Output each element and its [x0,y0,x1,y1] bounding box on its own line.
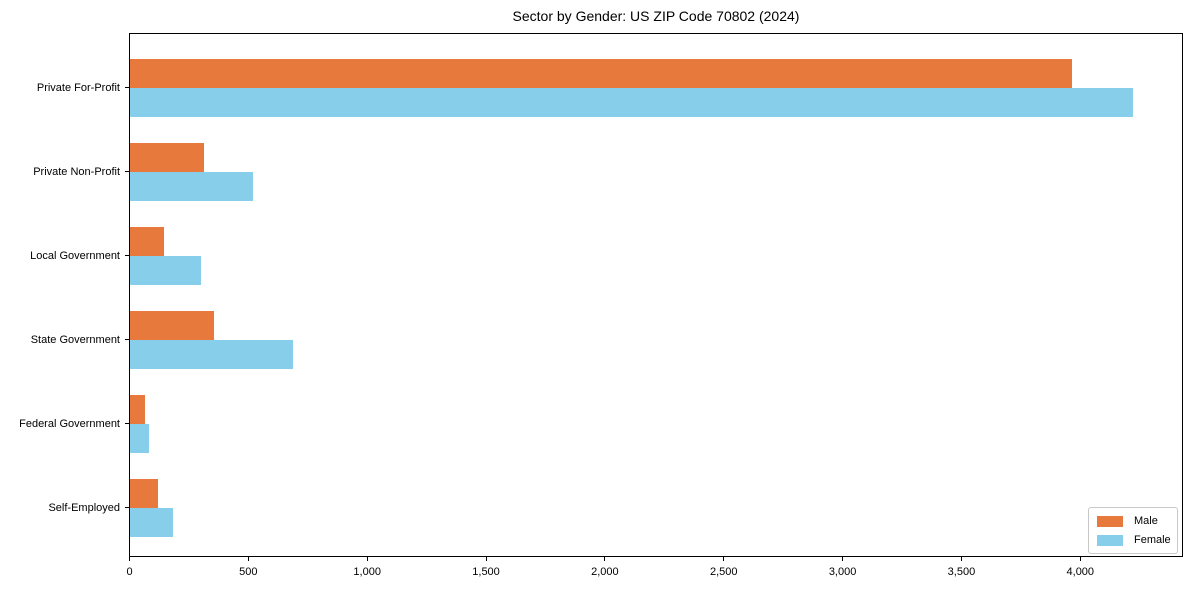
bar-male-0 [130,59,1072,88]
legend-item-female: Female [1097,534,1171,546]
y-tick-label-3: State Government [30,334,120,346]
x-tick-label-1: 500 [239,566,258,578]
x-tick-mark-3 [485,557,487,561]
bar-female-2 [130,256,201,285]
y-tick-label-4: Federal Government [19,418,120,430]
x-tick-label-7: 3,500 [947,566,976,578]
bar-male-3 [130,311,214,340]
x-tick-mark-6 [842,557,844,561]
y-tick-label-1: Private Non-Profit [33,166,120,178]
y-tick-mark-2 [125,255,129,256]
bar-female-4 [130,424,149,453]
bar-female-5 [130,508,173,537]
bar-female-0 [130,88,1133,117]
x-tick-label-6: 3,000 [828,566,857,578]
female-color-swatch [1097,534,1123,546]
y-tick-label-0: Private For-Profit [36,82,120,94]
bar-male-5 [130,479,158,508]
x-tick-mark-8 [1079,557,1081,561]
bar-male-4 [130,395,145,424]
y-tick-mark-0 [125,87,129,88]
x-tick-mark-2 [366,557,368,561]
chart-title: Sector by Gender: US ZIP Code 70802 (202… [512,8,800,24]
x-tick-mark-7 [960,557,962,561]
legend: Male Female [1088,507,1178,554]
x-tick-mark-5 [723,557,725,561]
x-tick-label-4: 2,000 [591,566,619,578]
y-tick-mark-5 [125,507,129,508]
y-tick-label-2: Local Government [30,250,120,262]
legend-item-male: Male [1097,515,1169,527]
x-tick-label-2: 1,000 [353,566,381,578]
bar-female-3 [130,340,293,369]
y-tick-label-5: Self-Employed [48,502,120,514]
y-tick-mark-4 [125,423,129,424]
bar-male-1 [130,143,204,172]
legend-label-male: Male [1134,515,1158,527]
x-tick-mark-0 [129,557,130,561]
bar-female-1 [130,172,253,201]
x-tick-label-5: 2,500 [709,566,738,578]
x-tick-mark-4 [604,557,606,561]
x-tick-label-3: 1,500 [472,566,500,578]
y-tick-mark-1 [125,171,129,172]
x-tick-mark-1 [247,557,249,561]
male-color-swatch [1097,515,1123,527]
bar-male-2 [130,227,164,256]
x-tick-label-0: 0 [126,566,133,578]
y-tick-mark-3 [125,339,129,340]
x-tick-label-8: 4,000 [1066,566,1095,578]
plot-area [129,33,1183,557]
legend-label-female: Female [1134,534,1171,546]
